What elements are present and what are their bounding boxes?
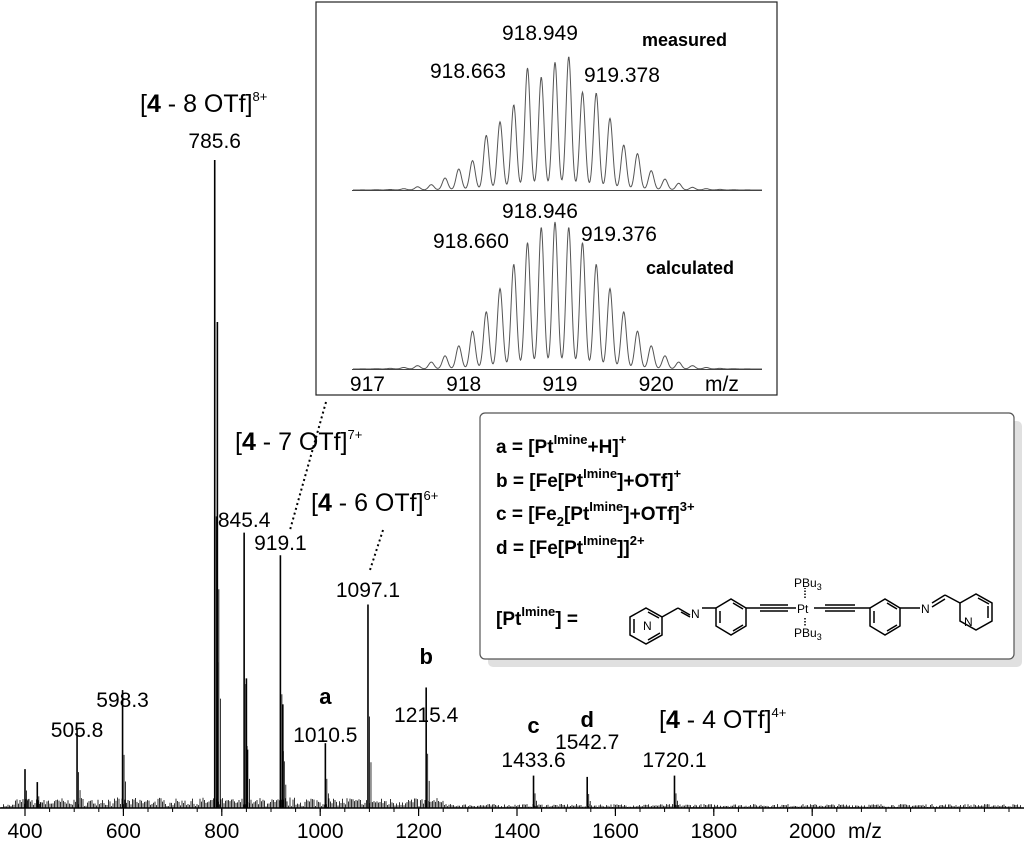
x-tick-label-2000: 2000 — [789, 820, 836, 841]
left-pyridine-n: N — [643, 619, 652, 633]
inset-x-label: m/z — [705, 373, 739, 396]
pt-atom: Pt — [797, 602, 809, 616]
measured-label: measured — [642, 30, 727, 50]
peak-label-1215.4: 1215.4 — [394, 704, 459, 727]
leader-line-6 — [369, 529, 384, 571]
peak-label-919.1: 919.1 — [254, 532, 307, 555]
measured-peak-label-2: 918.949 — [502, 22, 578, 45]
inset-x-tick-920: 920 — [639, 373, 674, 396]
peak-label-845.4: 845.4 — [218, 509, 271, 532]
left-imine-n: N — [691, 607, 700, 621]
letter-labels: a b c d — [319, 644, 594, 738]
x-tick-label-1400: 1400 — [494, 820, 541, 841]
right-phenyl-ring — [869, 598, 901, 636]
inset-x-ticks: 917 918 919 920 — [350, 373, 674, 396]
measured-peak-label-3: 919.378 — [584, 64, 660, 87]
inset-measured-trace — [353, 56, 762, 191]
ion-label-6: [4 - 6 OTf]6+ — [311, 488, 438, 517]
peak-label-1097.1: 1097.1 — [336, 579, 400, 602]
right-pyridine-ring — [959, 593, 993, 631]
calculated-label: calculated — [646, 258, 734, 278]
peak-label-1542.7: 1542.7 — [555, 731, 619, 754]
right-imine-n: N — [921, 602, 930, 616]
leader-line-7 — [289, 401, 327, 531]
pbu3-bottom: PBu3 — [794, 626, 822, 642]
ion-label-4: [4 - 4 OTf]4+ — [659, 705, 786, 734]
x-tick-label-1800: 1800 — [690, 820, 737, 841]
letter-label-b: b — [419, 644, 432, 669]
peak-label-1720.1: 1720.1 — [642, 749, 706, 772]
calculated-peak-label-2: 918.946 — [502, 200, 578, 223]
peak-label-785.6: 785.6 — [188, 130, 241, 153]
letter-label-a: a — [319, 684, 332, 709]
legend-entry-b: b = [Fe[PtImine]+OTf]+ — [496, 466, 682, 492]
x-tick-label-1600: 1600 — [592, 820, 639, 841]
peak-label-1433.6: 1433.6 — [501, 749, 565, 772]
x-axis-label: m/z — [848, 820, 882, 841]
right-pyridine-n: N — [964, 615, 973, 629]
pbu3-top: PBu3 — [794, 576, 822, 592]
peak-label-505.8: 505.8 — [51, 719, 104, 742]
pt-imine-structure — [629, 588, 993, 645]
inset-panel: 917 918 919 920 m/z measured calculated 918… — [315, 1, 778, 396]
left-phenyl-ring — [715, 598, 747, 636]
inset-x-tick-917: 917 — [350, 373, 385, 396]
x-tick-label-1200: 1200 — [395, 820, 442, 841]
legend-entry-c: c = [Fe2[PtImine]+OTf]3+ — [496, 499, 695, 529]
ion-label-8: [4 - 8 OTf]8+ — [140, 89, 267, 118]
legend-compound-label: [PtImine] = — [496, 604, 578, 630]
calculated-isotope-pattern — [353, 221, 762, 370]
calculated-peak-label-1: 918.660 — [433, 230, 509, 253]
x-tick-label-600: 600 — [106, 820, 141, 841]
x-axis-ticks: 400 600 800 1000 1200 1400 1600 1800 2000 — [7, 808, 1010, 843]
inset-calculated-trace — [353, 221, 762, 370]
inset-x-tick-918: 918 — [446, 373, 481, 396]
legend-entry-a: a = [PtImine+H]+ — [496, 432, 627, 458]
x-tick-label-400: 400 — [7, 820, 42, 841]
measured-isotope-pattern — [353, 56, 762, 191]
x-tick-label-1000: 1000 — [297, 820, 344, 841]
inset-x-tick-919: 919 — [542, 373, 577, 396]
calculated-peak-label-3: 919.376 — [581, 223, 657, 246]
peak-label-598.3: 598.3 — [96, 689, 149, 712]
x-tick-label-800: 800 — [204, 820, 239, 841]
legend-entry-d: d = [Fe[PtImine]]2+ — [496, 533, 645, 559]
letter-label-d: d — [580, 707, 593, 732]
legend-box: a = [PtImine+H]+ b = [Fe[PtImine]+OTf]+ … — [479, 412, 1022, 667]
ion-label-7: [4 - 7 OTf]7+ — [235, 427, 362, 456]
main-peaks — [24, 160, 678, 808]
letter-label-c: c — [527, 713, 539, 738]
measured-peak-label-1: 918.663 — [430, 60, 506, 83]
peak-label-1010.5: 1010.5 — [293, 724, 357, 747]
